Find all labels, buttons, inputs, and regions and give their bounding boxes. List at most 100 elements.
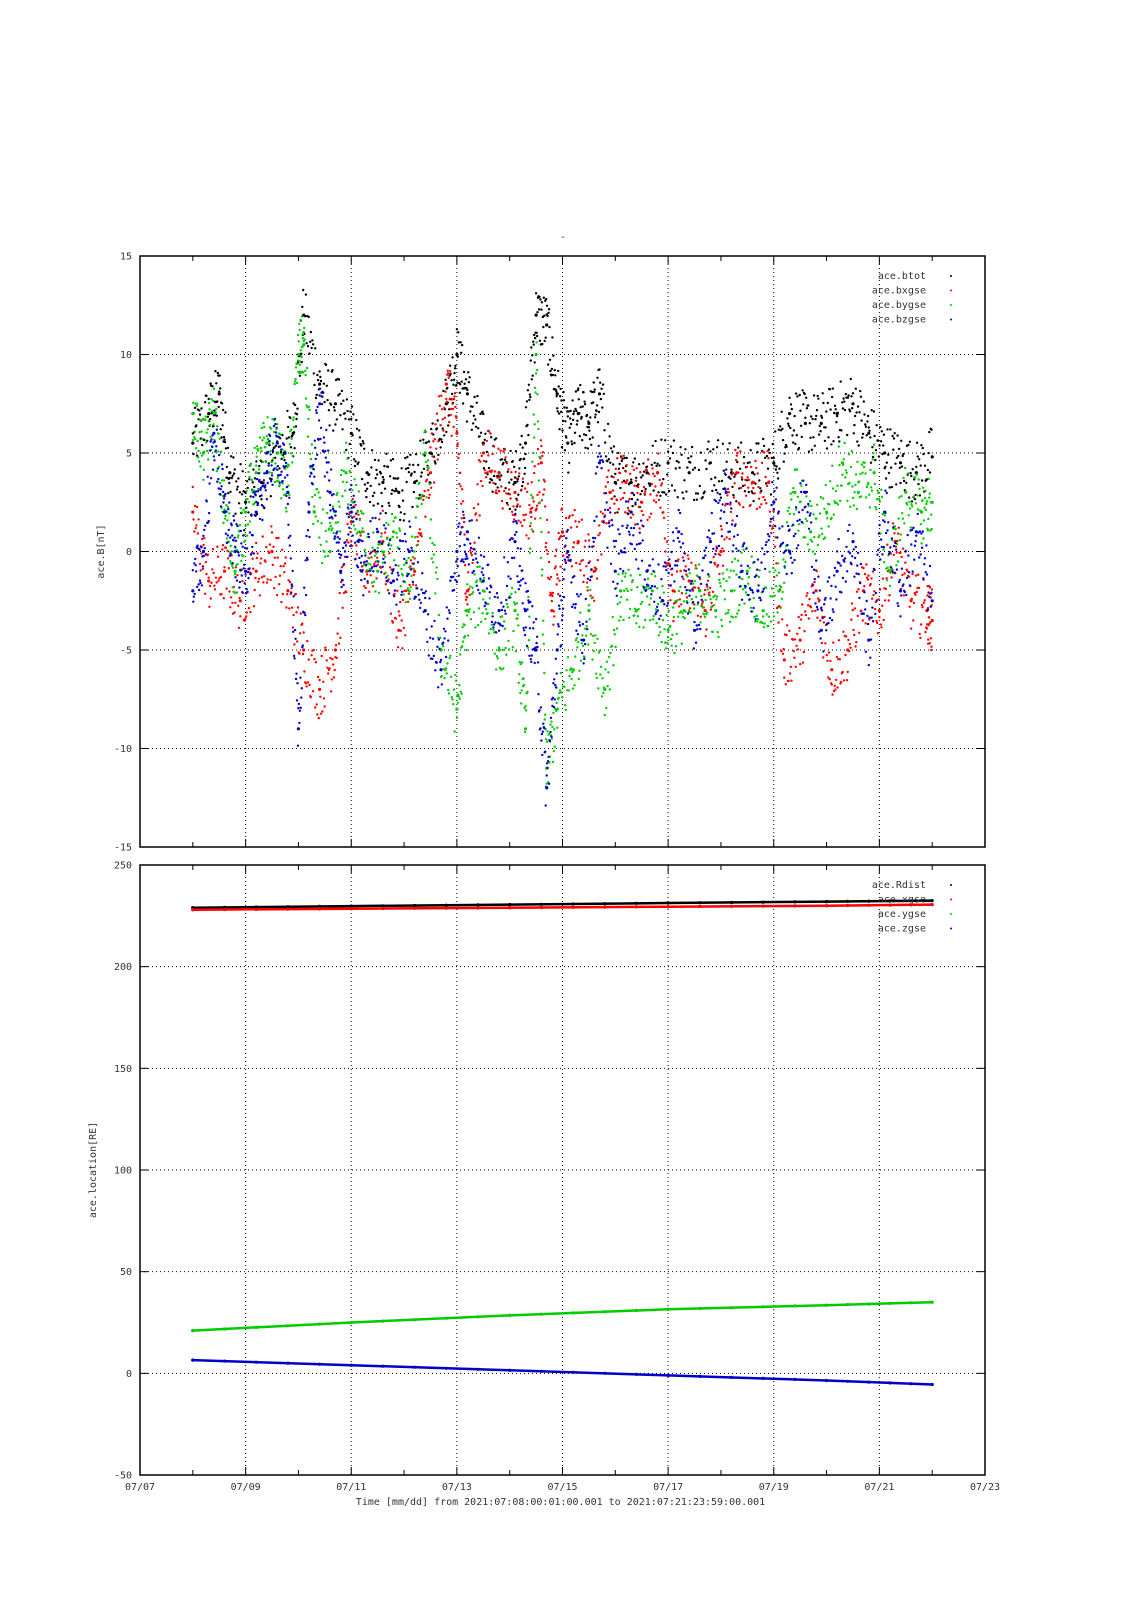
data-point (750, 490, 753, 493)
data-point (827, 676, 830, 679)
data-point (276, 464, 279, 468)
data-point (615, 627, 619, 630)
data-point (216, 555, 220, 558)
data-point (285, 485, 289, 489)
data-point (415, 496, 418, 500)
data-point (912, 495, 915, 498)
data-point (853, 575, 856, 578)
legend-marker (950, 275, 952, 277)
data-point (846, 396, 850, 399)
data-point (409, 568, 412, 571)
data-point (706, 448, 709, 451)
data-point (595, 409, 598, 413)
data-point (375, 564, 378, 568)
data-point (237, 626, 241, 629)
data-point (443, 434, 446, 437)
data-point (197, 518, 200, 521)
data-point (806, 511, 809, 514)
data-point (621, 572, 624, 575)
data-point (866, 578, 870, 581)
data-point (549, 723, 552, 726)
data-point (782, 647, 785, 651)
data-point (844, 653, 847, 657)
data-point (340, 469, 343, 472)
data-point (535, 331, 538, 334)
data-point (192, 600, 195, 603)
data-point (555, 686, 558, 689)
data-point (298, 721, 301, 725)
data-point (292, 402, 295, 405)
data-point (881, 452, 884, 456)
data-point (276, 468, 279, 471)
data-point (224, 532, 228, 535)
legend-label: ace.Rdist (872, 880, 926, 891)
data-point (495, 668, 498, 671)
data-point (574, 603, 577, 606)
data-point (923, 506, 926, 509)
data-point (294, 377, 297, 381)
data-point (899, 551, 902, 555)
data-point (603, 713, 606, 717)
data-point (648, 516, 651, 519)
data-point (765, 540, 768, 544)
data-point (880, 430, 883, 433)
data-point (251, 534, 254, 537)
data-point (545, 323, 549, 327)
data-point (323, 550, 326, 553)
data-point (842, 458, 845, 461)
data-point (308, 408, 311, 412)
data-point (622, 570, 625, 573)
data-point (540, 574, 544, 577)
data-point (215, 407, 218, 410)
data-point (896, 602, 899, 605)
data-point (363, 548, 366, 552)
data-point (244, 617, 247, 620)
data-point (616, 582, 619, 585)
data-point (309, 457, 313, 461)
data-point (723, 598, 727, 601)
data-point (918, 530, 922, 533)
data-point (809, 436, 812, 439)
data-point (491, 452, 494, 456)
data-point (368, 500, 372, 504)
data-point (224, 546, 228, 549)
data-point (730, 523, 734, 526)
data-point (557, 625, 560, 628)
data-point (802, 479, 805, 482)
data-point (281, 479, 284, 483)
data-point (495, 655, 499, 658)
data-point (828, 388, 832, 391)
data-point (755, 574, 758, 577)
data-point (508, 648, 511, 651)
data-point (613, 480, 617, 485)
data-point (431, 542, 434, 545)
data-point (751, 492, 754, 495)
data-point (870, 486, 873, 489)
data-point (542, 493, 545, 496)
data-point (926, 606, 930, 610)
data-point (557, 538, 561, 541)
data-point (214, 370, 217, 373)
data-point (873, 482, 876, 486)
data-point (364, 489, 367, 493)
data-point (505, 501, 509, 505)
data-point (592, 381, 595, 384)
y-axis-label: ace.B[nT] (96, 524, 107, 578)
data-point (363, 577, 366, 581)
data-point (193, 436, 196, 439)
data-point (893, 532, 896, 535)
data-point (575, 409, 578, 413)
data-point (896, 532, 900, 535)
data-point (462, 513, 465, 517)
data-point (928, 616, 931, 619)
data-point (415, 479, 418, 482)
data-point (701, 569, 704, 572)
data-point (928, 586, 932, 589)
data-point (418, 606, 422, 610)
data-point (218, 465, 221, 468)
data-point (746, 461, 749, 465)
data-point (226, 557, 230, 560)
data-point (396, 571, 399, 574)
data-point (767, 539, 770, 542)
data-point (236, 536, 240, 539)
